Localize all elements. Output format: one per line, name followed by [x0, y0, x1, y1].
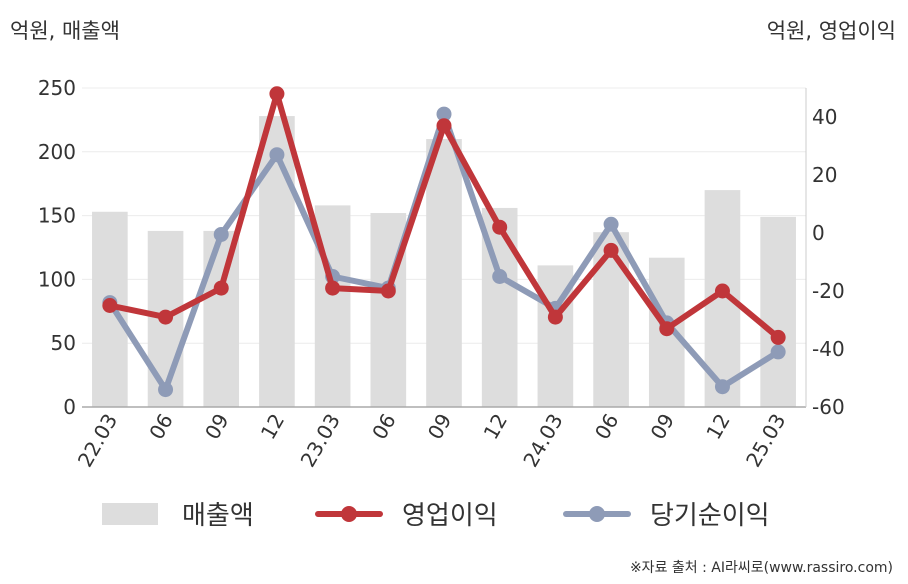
operating-profit-point: [770, 329, 786, 345]
net-income-point: [603, 216, 619, 232]
operating-profit-point: [547, 309, 563, 325]
x-tick-label: 09: [646, 410, 680, 444]
operating-profit-point: [714, 283, 730, 299]
revenue-bar: [426, 139, 462, 408]
net-income-point: [269, 147, 285, 163]
operating-profit-point: [659, 321, 675, 337]
legend-label-revenue: 매출액: [182, 501, 254, 531]
x-tick-label: 06: [590, 410, 624, 444]
x-tick-label: 25.03: [741, 410, 790, 472]
right-tick-label: 20: [812, 163, 837, 187]
left-tick-label: 0: [63, 395, 76, 419]
x-tick-label: 22.03: [73, 410, 122, 472]
revenue-bars: [92, 116, 796, 408]
net-income-point: [770, 344, 786, 360]
right-tick-label: 40: [812, 105, 837, 129]
left-tick-label: 200: [38, 140, 76, 164]
left-tick-label: 250: [38, 76, 76, 100]
right-axis-unit: 억원, 영업이익: [767, 19, 896, 43]
right-tick-label: 0: [812, 221, 825, 245]
legend-label-operating-profit: 영업이익: [402, 501, 498, 531]
revenue-bar: [760, 216, 796, 407]
x-tick-label: 24.03: [518, 410, 567, 472]
x-tick-label: 12: [701, 410, 735, 444]
legend-marker-net-income: [589, 506, 605, 522]
left-tick-label: 50: [51, 331, 76, 355]
legend-label-net-income: 당기순이익: [650, 501, 770, 531]
net-income-point: [714, 379, 730, 395]
revenue-bar: [259, 116, 295, 408]
revenue-bar: [203, 230, 240, 407]
left-tick-label: 150: [38, 204, 76, 228]
right-tick-label: -20: [812, 279, 845, 303]
left-axis-unit: 억원, 매출액: [10, 19, 120, 43]
legend-swatch-revenue: [102, 503, 158, 525]
x-tick-label: 06: [144, 410, 178, 444]
right-tick-label: -60: [812, 395, 845, 419]
operating-profit-point: [492, 219, 508, 235]
operating-profit-point: [269, 86, 285, 102]
operating-profit-point: [213, 280, 229, 296]
operating-profit-point: [158, 309, 174, 325]
source-credit: ※자료 출처 : AI라씨로(www.rassiro.com): [630, 560, 893, 576]
x-tick-label: 12: [256, 410, 290, 444]
left-tick-label: 100: [38, 267, 76, 291]
net-income-point: [492, 269, 508, 284]
net-income-point: [213, 226, 229, 242]
revenue-bar: [593, 232, 629, 407]
legend: 매출액 영업이익 당기순이익: [102, 501, 770, 531]
x-tick-label: 06: [367, 410, 401, 444]
profit-lines: [102, 86, 786, 398]
x-tick-label: 09: [200, 410, 234, 444]
net-income-point: [436, 106, 452, 122]
x-tick-label: 09: [423, 410, 457, 444]
legend-marker-operating-profit: [341, 506, 357, 522]
x-tick-label: 12: [479, 410, 513, 444]
right-tick-label: -40: [812, 337, 845, 361]
operating-profit-point: [102, 298, 118, 313]
operating-profit-point: [436, 118, 452, 134]
operating-profit-point: [380, 283, 396, 299]
operating-profit-point: [603, 242, 619, 258]
operating-profit-point: [325, 280, 341, 296]
net-income-point: [158, 382, 174, 398]
x-tick-label: 23.03: [296, 410, 345, 472]
